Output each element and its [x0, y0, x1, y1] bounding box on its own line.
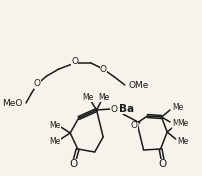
Text: Me: Me — [49, 121, 61, 130]
Text: O: O — [158, 159, 167, 169]
Text: O: O — [70, 159, 78, 169]
Text: Me: Me — [82, 93, 94, 102]
Text: Me: Me — [172, 120, 183, 128]
Text: O: O — [110, 105, 117, 114]
Text: Ba: Ba — [119, 104, 134, 114]
Text: Me: Me — [49, 137, 61, 146]
Text: Me: Me — [172, 103, 183, 112]
Text: MeO: MeO — [2, 99, 22, 108]
Text: O: O — [100, 64, 107, 74]
Text: O: O — [72, 58, 78, 67]
Text: O: O — [34, 80, 41, 89]
Text: Me: Me — [178, 137, 189, 146]
Text: OMe: OMe — [129, 80, 149, 90]
Text: O: O — [131, 121, 138, 130]
Text: Me: Me — [99, 93, 110, 102]
Text: Me: Me — [178, 118, 189, 127]
